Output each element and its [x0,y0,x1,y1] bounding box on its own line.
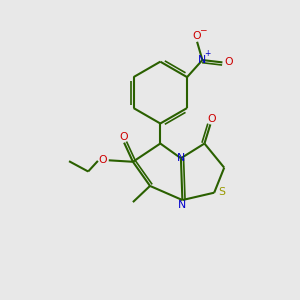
Text: O: O [119,132,128,142]
Text: −: − [199,25,207,34]
Text: O: O [224,57,232,68]
Text: O: O [207,114,216,124]
Text: N: N [198,55,206,65]
Text: N: N [177,200,186,210]
Text: O: O [193,32,201,41]
Text: +: + [205,49,211,58]
Text: N: N [177,153,185,163]
Text: S: S [218,187,225,197]
Text: O: O [99,155,107,165]
